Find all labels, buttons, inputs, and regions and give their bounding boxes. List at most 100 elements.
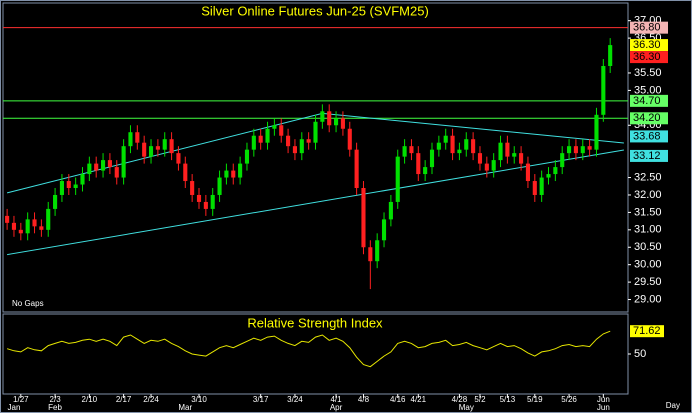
candle-body	[594, 114, 599, 150]
y-tick-label: 29.00	[634, 293, 662, 305]
rsi-last-label: 71.62	[633, 325, 661, 337]
candle-body	[94, 163, 99, 171]
y-tick-label: 50	[634, 348, 646, 360]
candle-body	[368, 247, 373, 262]
price-label: 34.70	[633, 95, 661, 107]
y-tick-label: 31.50	[634, 206, 662, 218]
price-label: 36.30	[633, 51, 661, 63]
price-label: 36.30	[633, 39, 661, 51]
x-tick-label: 5/13	[500, 395, 516, 404]
candle-body	[532, 181, 537, 195]
y-tick-label: 29.50	[634, 276, 662, 288]
x-tick-label: 1/27	[13, 395, 29, 404]
candle-body	[320, 111, 325, 122]
price-label-box	[630, 51, 668, 64]
month-label: Feb	[48, 403, 62, 412]
candle-body	[436, 142, 441, 150]
x-tick-label: 5/2	[474, 395, 486, 404]
candle-body	[464, 139, 469, 150]
candle-body	[59, 181, 64, 195]
candle-body	[100, 160, 106, 171]
candle-body	[128, 132, 133, 147]
candle-body	[210, 194, 215, 209]
price-label-box	[630, 21, 668, 34]
candle-body	[196, 194, 202, 202]
x-tick-label: 2/17	[116, 395, 132, 404]
candle-body	[217, 177, 222, 195]
candle-body	[361, 188, 366, 248]
candle-body	[238, 163, 243, 178]
month-label: Apr	[330, 403, 343, 412]
x-tick-label: Jun	[597, 395, 610, 404]
month-label: Jan	[8, 403, 21, 412]
candle-body	[135, 132, 140, 143]
candle-body	[608, 45, 613, 66]
x-tick-label: 3/24	[287, 395, 303, 404]
x-tick-label: 4/28	[452, 395, 468, 404]
candle-body	[25, 219, 30, 234]
candle-body	[203, 201, 208, 209]
candle-body	[471, 139, 476, 154]
x-tick-label: 4/16	[390, 395, 406, 404]
x-tick-label: 2/3	[50, 395, 62, 404]
y-tick-label: 31.00	[634, 224, 662, 236]
candle-body	[107, 160, 112, 168]
candle-body	[169, 139, 174, 154]
candle-body	[546, 174, 551, 178]
candle-body	[587, 146, 592, 150]
candle-body	[286, 135, 291, 147]
candle-body	[155, 146, 160, 150]
candle-body	[416, 153, 421, 175]
candle-body	[340, 118, 345, 129]
price-label: 34.20	[633, 112, 661, 124]
candle-body	[539, 177, 544, 195]
price-label: 33.68	[633, 130, 661, 142]
candle-body	[265, 128, 270, 143]
candle-body	[299, 139, 304, 154]
candle-body	[334, 118, 339, 126]
candle-body	[388, 201, 393, 220]
x-tick-label: 2/24	[143, 395, 159, 404]
candle-body	[443, 135, 448, 143]
x-tick-label: 4/8	[358, 395, 370, 404]
trendline	[322, 112, 624, 144]
candle-body	[148, 146, 154, 157]
candle-body	[279, 125, 284, 136]
candle-body	[66, 181, 71, 188]
candle-body	[32, 219, 37, 227]
candle-body	[39, 226, 44, 230]
y-tick-label: 35.50	[634, 67, 662, 79]
candle-body	[512, 153, 517, 157]
x-tick-label: 3/10	[191, 395, 207, 404]
candle-body	[80, 174, 85, 185]
chart-title: Silver Online Futures Jun-25 (SVFM25)	[201, 3, 429, 18]
candle-body	[114, 167, 119, 178]
candle-body	[5, 215, 10, 223]
candle-body	[87, 163, 92, 175]
candle-body	[251, 135, 256, 150]
price-label-box	[630, 94, 668, 107]
rsi-line	[6, 330, 611, 368]
candle-body	[484, 163, 489, 171]
y-tick-label: 30.50	[634, 241, 662, 253]
candle-body	[121, 146, 126, 178]
month-label: Jun	[597, 403, 610, 412]
candle-body	[477, 153, 483, 164]
candle-body	[292, 146, 297, 154]
candle-body	[347, 128, 352, 150]
rsi-title: Relative Strength Index	[247, 315, 383, 330]
x-tick-label: 4/1	[330, 395, 342, 404]
candle-body	[11, 222, 17, 230]
candle-body	[491, 160, 496, 171]
y-tick-label: 32.00	[634, 189, 662, 201]
candle-body	[498, 142, 503, 161]
candle-body	[505, 142, 510, 157]
month-label: Mar	[178, 403, 192, 412]
price-panel	[2, 2, 629, 313]
candle-body	[395, 156, 400, 202]
candle-body	[423, 167, 428, 175]
candle-body	[306, 139, 311, 143]
candle-body	[183, 163, 188, 182]
candle-body	[272, 125, 277, 129]
candle-body	[53, 194, 58, 209]
